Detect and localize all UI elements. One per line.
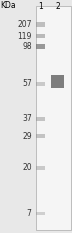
Text: 119: 119	[17, 32, 32, 41]
Bar	[36, 34, 45, 38]
Bar	[36, 44, 45, 49]
Text: 57: 57	[22, 79, 32, 88]
Text: 1: 1	[38, 2, 43, 11]
Bar	[51, 75, 64, 88]
Text: 29: 29	[22, 132, 32, 141]
Text: 20: 20	[22, 163, 32, 172]
Text: 207: 207	[17, 20, 32, 29]
Text: 7: 7	[27, 209, 32, 218]
Bar	[36, 82, 45, 86]
Text: 98: 98	[22, 42, 32, 51]
Bar	[36, 6, 71, 230]
Bar	[36, 117, 45, 121]
Bar	[36, 166, 45, 170]
Bar	[36, 134, 45, 138]
Bar	[36, 22, 45, 27]
Text: 37: 37	[22, 114, 32, 123]
Bar	[36, 212, 45, 215]
Text: 2: 2	[55, 2, 60, 11]
Text: KDa: KDa	[1, 1, 16, 10]
